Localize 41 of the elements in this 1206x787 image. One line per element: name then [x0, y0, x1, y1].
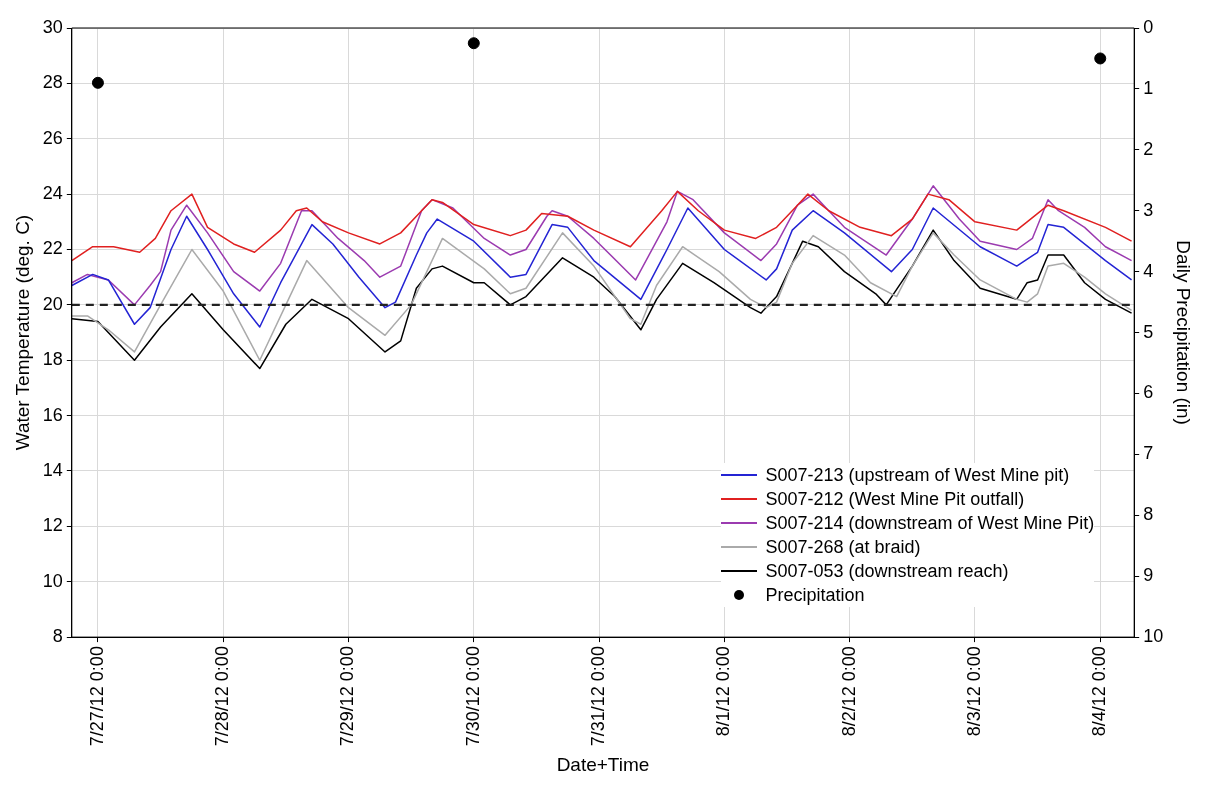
x-tick-label: 7/28/12 0:00 [212, 646, 233, 747]
legend-label: S007-268 (at braid) [765, 536, 921, 560]
y2-tick-label: 9 [1143, 565, 1154, 586]
x-tick-label: 8/4/12 0:00 [1089, 646, 1110, 737]
y-tick-label: 26 [42, 127, 63, 148]
x-tick-label: 7/31/12 0:00 [588, 646, 609, 747]
y-tick-label: 12 [42, 515, 63, 536]
x-tick-label: 7/30/12 0:00 [462, 646, 483, 747]
y-tick-label: 22 [42, 238, 63, 259]
y2-tick-label: 3 [1143, 199, 1154, 220]
y2-tick-label: 7 [1143, 443, 1154, 464]
y-tick-label: 8 [52, 626, 63, 647]
y-tick-label: 18 [42, 349, 63, 370]
x-tick-label: 7/29/12 0:00 [337, 646, 358, 747]
y2-tick-label: 4 [1143, 260, 1154, 281]
x-tick-label: 8/2/12 0:00 [838, 646, 859, 737]
y-tick-label: 14 [42, 459, 63, 480]
legend-label: S007-212 (West Mine Pit outfall) [765, 488, 1025, 512]
y-tick-label: 30 [42, 16, 63, 37]
y-tick-label: 20 [42, 293, 63, 314]
y-tick-label: 28 [42, 72, 63, 93]
y2-tick-label: 1 [1143, 77, 1154, 98]
y2-tick-label: 10 [1143, 626, 1164, 647]
y2-tick-label: 6 [1143, 382, 1154, 403]
y2-axis-title: Daily Precipitation (in) [1173, 240, 1195, 425]
legend-label: Precipitation [765, 584, 865, 608]
legend-label: S007-053 (downstream reach) [765, 560, 1009, 584]
y-tick-label: 16 [42, 404, 63, 425]
x-tick-label: 8/3/12 0:00 [963, 646, 984, 737]
y-axis-title: Water Temperature (deg. C) [11, 214, 33, 451]
x-axis-title: Date+Time [556, 753, 650, 775]
y2-tick-label: 8 [1143, 504, 1154, 525]
y2-tick-label: 2 [1143, 138, 1154, 159]
x-tick-label: 7/27/12 0:00 [86, 646, 107, 747]
y2-tick-label: 0 [1143, 16, 1154, 37]
legend-label: S007-214 (downstream of West Mine Pit) [765, 512, 1095, 536]
y-tick-label: 24 [42, 183, 63, 204]
x-tick-label: 8/1/12 0:00 [713, 646, 734, 737]
legend-label: S007-213 (upstream of West Mine pit) [765, 464, 1070, 488]
y2-tick-label: 5 [1143, 321, 1154, 342]
y-tick-label: 10 [42, 570, 63, 591]
